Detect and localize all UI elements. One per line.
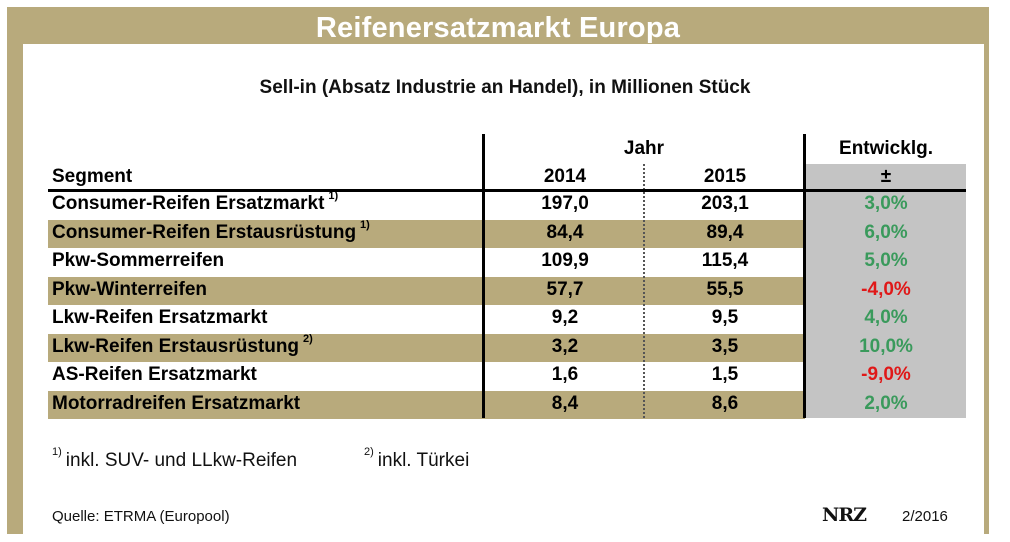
row-shading	[48, 276, 805, 305]
vertical-rule-dotted	[643, 164, 645, 418]
header-jahr: Jahr	[623, 138, 665, 159]
segment-name: Pkw-Winterreifen	[52, 279, 207, 301]
footnote-ref: 2)	[303, 332, 313, 345]
footnote-2: 2) inkl. Türkei	[364, 446, 470, 472]
value-2015: 3,5	[711, 335, 739, 357]
value-2014: 57,7	[546, 278, 584, 300]
development-value: 2,0%	[864, 392, 908, 414]
vertical-rule-right	[803, 134, 806, 418]
development-value: 10,0%	[859, 335, 913, 357]
segment-name: Lkw-Reifen Erstausrüstung 2)	[52, 332, 313, 358]
value-2014: 197,0	[541, 193, 589, 214]
value-2015: 203,1	[701, 193, 749, 214]
issue-number: 2/2016	[902, 508, 948, 525]
row-shading	[48, 219, 805, 248]
value-2014: 1,6	[551, 364, 579, 385]
footnote-ref: 1)	[328, 190, 339, 202]
subtitle: Sell-in (Absatz Industrie an Handel), in…	[259, 77, 751, 98]
header-2014: 2014	[543, 166, 587, 187]
header-plusminus: ±	[880, 166, 892, 187]
nrz-logo: NRZ	[822, 504, 867, 526]
value-2015: 9,5	[711, 307, 739, 328]
value-2014: 8,4	[551, 392, 579, 414]
value-2015: 1,5	[711, 364, 739, 385]
development-value: 3,0%	[864, 193, 908, 214]
value-2015: 89,4	[706, 221, 744, 243]
development-value: 4,0%	[864, 307, 908, 328]
source-note: Quelle: ETRMA (Europool)	[52, 508, 230, 525]
development-value: -4,0%	[861, 278, 911, 300]
development-value: 6,0%	[864, 221, 908, 243]
value-2014: 3,2	[551, 335, 579, 357]
vertical-rule-left	[482, 134, 485, 418]
segment-label: Consumer-Reifen Erstausrüstung	[52, 221, 357, 243]
segment-name: Consumer-Reifen Ersatzmarkt 1)	[52, 190, 339, 215]
segment-name: Consumer-Reifen Erstausrüstung 1)	[52, 218, 370, 244]
segment-label: Consumer-Reifen Ersatzmarkt	[52, 193, 325, 214]
header-2015: 2015	[703, 166, 747, 187]
value-2014: 9,2	[551, 307, 579, 328]
row-shading	[48, 333, 805, 362]
segment-name: AS-Reifen Ersatzmarkt	[52, 364, 257, 386]
footnote-ref: 1)	[360, 218, 370, 231]
title-bar: Reifenersatzmarkt Europa	[7, 7, 989, 50]
footnote-1-mark: 1)	[52, 446, 62, 458]
segment-label: Pkw-Sommerreifen	[52, 250, 225, 271]
header-development: Entwicklg.	[839, 138, 933, 159]
segment-label: Motorradreifen Ersatzmarkt	[52, 392, 301, 414]
segment-label: Lkw-Reifen Ersatzmarkt	[52, 307, 268, 328]
development-column-bg	[806, 164, 966, 418]
segment-name: Motorradreifen Ersatzmarkt	[52, 393, 300, 415]
segment-name: Pkw-Sommerreifen	[52, 250, 224, 272]
segment-label: Pkw-Winterreifen	[52, 278, 208, 300]
segment-name: Lkw-Reifen Ersatzmarkt	[52, 307, 267, 329]
value-2015: 55,5	[706, 278, 744, 300]
segment-label: AS-Reifen Ersatzmarkt	[52, 364, 257, 385]
row-shading	[48, 390, 805, 419]
footnote-1-text: inkl. SUV- und LLkw-Reifen	[65, 450, 298, 471]
value-2014: 84,4	[546, 221, 584, 243]
development-value: -9,0%	[861, 364, 911, 385]
footnote-1: 1) inkl. SUV- und LLkw-Reifen	[52, 446, 298, 472]
value-2014: 109,9	[541, 250, 589, 271]
development-value: 5,0%	[864, 250, 908, 271]
header-rule	[48, 189, 966, 192]
segment-label: Lkw-Reifen Erstausrüstung	[52, 335, 300, 357]
footnote-2-mark: 2)	[364, 446, 374, 458]
value-2015: 115,4	[701, 250, 749, 271]
header-segment: Segment	[52, 166, 133, 187]
value-2015: 8,6	[711, 392, 739, 414]
page-title: Reifenersatzmarkt Europa	[315, 12, 681, 44]
footnote-2-text: inkl. Türkei	[377, 450, 470, 471]
